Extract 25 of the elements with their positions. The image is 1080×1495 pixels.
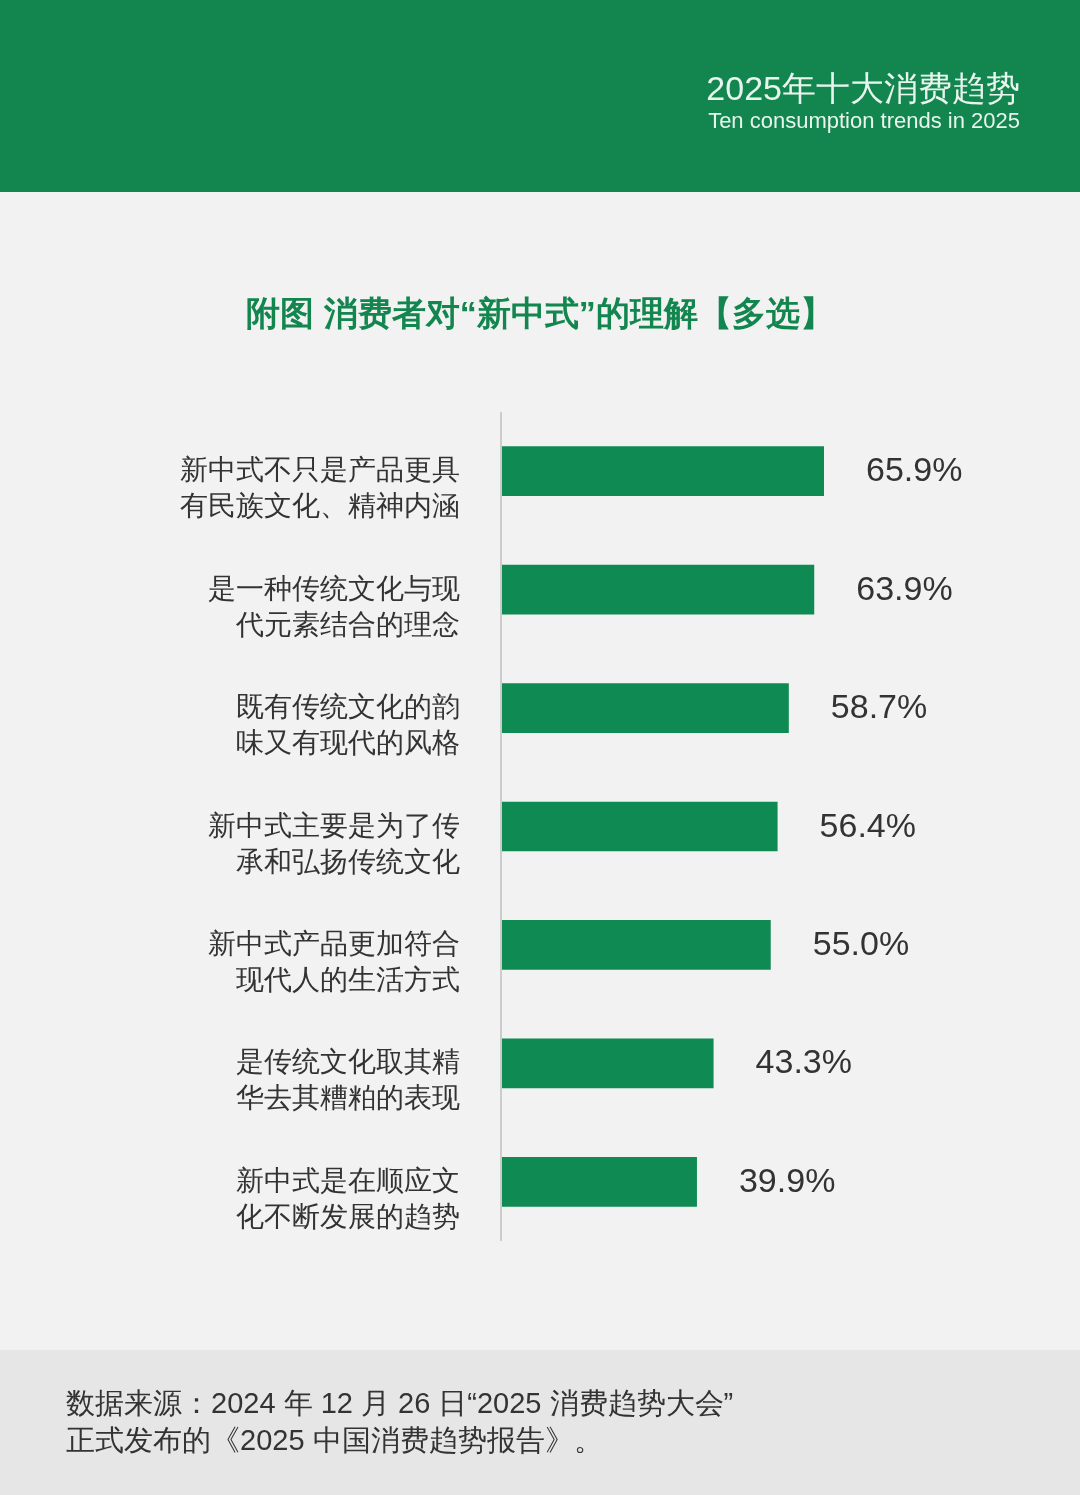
text: 2025年十大消费趋势 bbox=[706, 69, 1020, 107]
bar bbox=[502, 1156, 697, 1207]
data-label: 63.9% bbox=[856, 568, 953, 607]
y-tick-label: 新中式是在顺应文化不断发展的趋势 bbox=[236, 1164, 460, 1232]
y-tick-label: 新中式不只是产品更具有民族文化、精神内涵 bbox=[180, 454, 460, 522]
text: Ten consumption trends in 2025 bbox=[708, 108, 1020, 133]
chart-title: 附图 消费者对“新中式”的理解【多选】 bbox=[246, 294, 834, 332]
y-tick-label: 是一种传统文化与现代元素结合的理念 bbox=[208, 572, 460, 640]
y-tick-label: 是传统文化取其精华去其糟粕的表现 bbox=[236, 1046, 460, 1114]
data-label: 55.0% bbox=[812, 923, 910, 962]
source-note: 数据来源：2024 年 12 月 26 日“2025 消费趋势大会”正式发布的《2025 中国消费趋势报告》。 bbox=[66, 1387, 734, 1456]
data-label: 65.9% bbox=[866, 450, 963, 489]
bar bbox=[502, 446, 824, 497]
data-label: 43.3% bbox=[755, 1042, 852, 1081]
y-tick-label: 新中式主要是为了传承和弘扬传统文化 bbox=[208, 809, 460, 877]
bar bbox=[502, 1038, 714, 1089]
data-label: 56.4% bbox=[819, 805, 916, 844]
bar bbox=[502, 683, 789, 733]
data-label: 58.7% bbox=[830, 687, 928, 726]
bar bbox=[502, 920, 771, 970]
bar bbox=[502, 564, 815, 615]
bar bbox=[502, 801, 778, 852]
y-tick-label: 新中式产品更加符合现代人的生活方式 bbox=[208, 927, 460, 995]
data-label: 39.9% bbox=[738, 1160, 836, 1199]
y-tick-label: 既有传统文化的韵味又有现代的风格 bbox=[236, 691, 460, 759]
